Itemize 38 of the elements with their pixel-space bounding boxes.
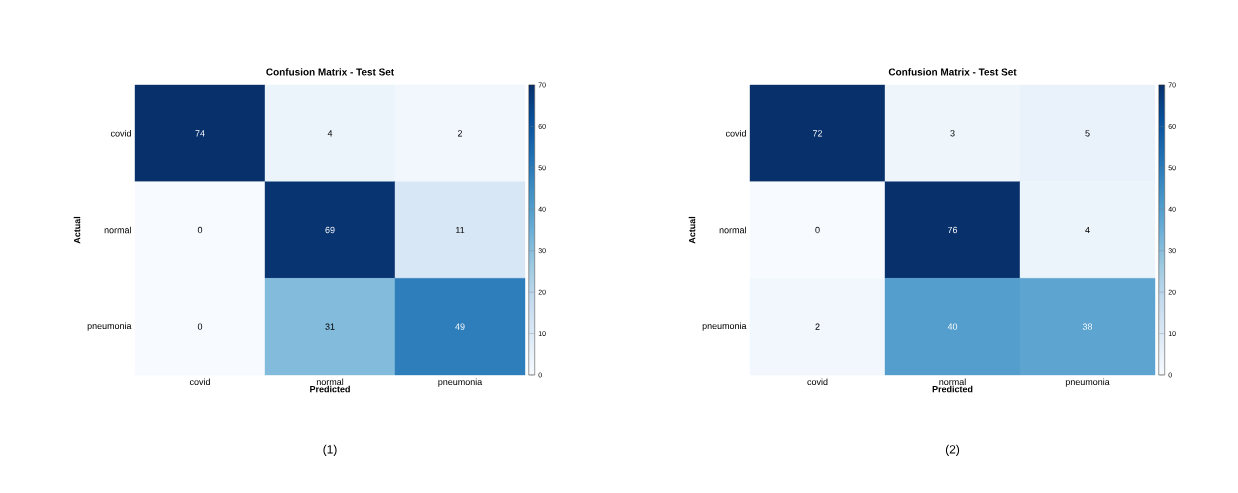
data-label: 0 (197, 226, 203, 234)
y-tick-label: pneumonia (702, 322, 747, 331)
data-label: 74 (195, 130, 205, 137)
chart-title: Confusion Matrix - Test Set (266, 68, 395, 76)
x-tick-label: normal (939, 378, 966, 386)
text: (2) (945, 444, 960, 456)
data-label: 3 (950, 130, 955, 137)
data-label: 5 (1085, 130, 1090, 137)
x-axis-title: Predicted (310, 385, 350, 393)
data-label: 4 (327, 130, 333, 137)
data-label: 4 (1085, 226, 1090, 234)
y-tick-label: covid (725, 130, 746, 137)
x-axis-title: Predicted (932, 385, 973, 393)
x-tick-label: covid (807, 378, 828, 386)
data-label: 2 (815, 323, 820, 330)
y-tick-label: normal (719, 226, 746, 234)
y-tick-label: normal (104, 226, 131, 234)
text: (1) (323, 444, 337, 456)
data-label: 76 (947, 226, 958, 234)
data-label: 69 (325, 226, 335, 234)
y-axis-title: Actual (73, 216, 81, 244)
data-label: 0 (815, 226, 820, 234)
data-label: 38 (1082, 323, 1093, 330)
data-label: 0 (197, 323, 203, 330)
data-label: 40 (947, 323, 958, 330)
data-label: 49 (455, 323, 465, 330)
data-label: 31 (325, 323, 335, 330)
x-tick-label: covid (189, 378, 210, 386)
chart-title: Confusion Matrix - Test Set (888, 68, 1017, 76)
y-tick-label: pneumonia (87, 322, 132, 331)
data-label: 72 (812, 130, 823, 137)
data-label: 2 (457, 130, 463, 137)
x-tick-label: pneumonia (1065, 378, 1110, 387)
x-tick-label: pneumonia (438, 378, 483, 387)
data-label: 11 (456, 226, 465, 234)
x-tick-label: normal (316, 378, 344, 386)
y-tick-label: covid (110, 130, 131, 137)
y-axis-title: Actual (688, 216, 696, 244)
